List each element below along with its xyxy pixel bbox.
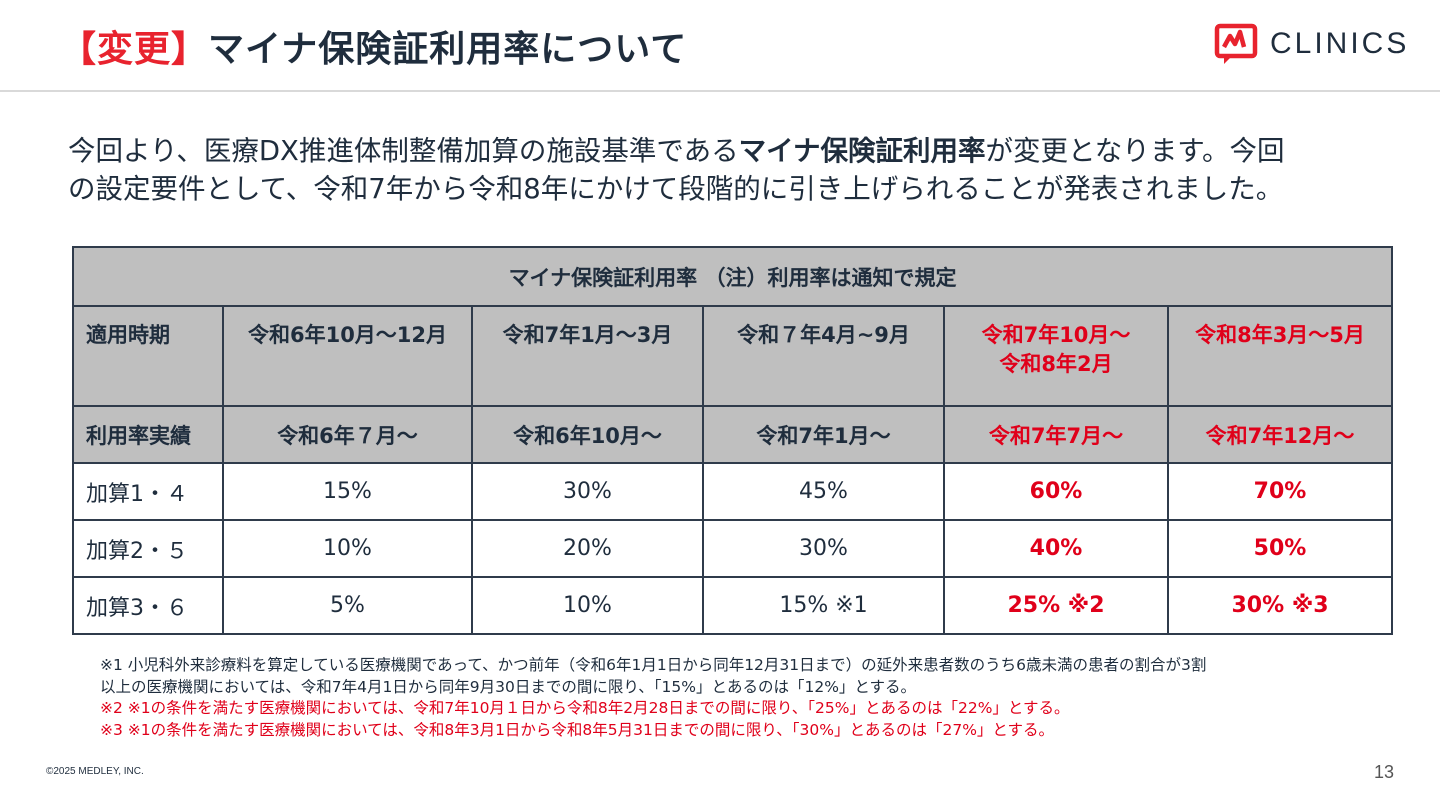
rate-cell: 20% <box>471 519 704 578</box>
intro-text-3: の設定要件として、令和7年から令和8年にかけて段階的に引き上げられることが発表さ… <box>68 173 1284 205</box>
table-row: 加算2・５ 10% 20% 30% 40% 50% <box>72 519 1394 578</box>
intro-text-1: 今回より、医療DX推進体制整備加算の施設基準である <box>68 135 739 167</box>
table-caption: マイナ保険証利用率 （注）利用率は通知で規定 <box>71 246 1394 307</box>
rate-cell: 30% <box>471 462 704 521</box>
rate-cell: 45% <box>702 462 945 521</box>
footnote-3: ※3 ※1の条件を満たす医療機関においては、令和8年3月1日から令和8年5月31… <box>100 720 1054 739</box>
results-label: 利用率実績 <box>72 405 224 464</box>
logo-text: CLINICS <box>1270 27 1410 60</box>
intro-text-2: が変更となります。今回 <box>985 135 1285 167</box>
period-line-1: 令和7年10月〜 <box>981 323 1131 347</box>
copyright: ©2025 MEDLEY, INC. <box>46 766 144 777</box>
title-tag: 【変更】 <box>60 29 209 70</box>
title-text: マイナ保険証利用率について <box>208 29 688 70</box>
period-cell: 令和７年4月~9月 <box>702 305 945 407</box>
footnotes: ※1 小児科外来診療料を算定している医療機関であって、かつ前年（令和6年1月1日… <box>100 655 1206 741</box>
period-cell: 令和6年10月〜12月 <box>222 305 473 407</box>
rate-cell: 60% <box>943 462 1169 521</box>
period-label: 適用時期 <box>72 305 224 407</box>
results-cell: 令和7年1月〜 <box>702 405 945 464</box>
rate-cell: 50% <box>1166 519 1394 578</box>
period-cell: 令和7年1月〜3月 <box>471 305 704 407</box>
page-title: 【変更】マイナ保険証利用率について <box>60 20 687 72</box>
intro-bold: マイナ保険証利用率 <box>738 135 986 167</box>
table-row: 適用時期 令和6年10月〜12月 令和7年1月〜3月 令和７年4月~9月 令和7… <box>72 305 1394 407</box>
page-number: 13 <box>1374 762 1395 782</box>
clinics-logo: CLINICS <box>1214 22 1409 66</box>
results-cell: 令和6年10月〜 <box>471 405 704 464</box>
rate-cell: 15% <box>222 462 473 521</box>
results-cell: 令和7年7月〜 <box>943 405 1169 464</box>
footnote-1-line-1: ※1 小児科外来診療料を算定している医療機関であって、かつ前年（令和6年1月1日… <box>100 656 1207 674</box>
results-cell: 令和6年７月〜 <box>222 405 473 464</box>
table-row: 加算1・４ 15% 30% 45% 60% 70% <box>72 462 1394 521</box>
slide-header: 【変更】マイナ保険証利用率について CLINICS <box>0 0 1440 92</box>
rate-cell: 10% <box>222 519 473 578</box>
rate-cell: 15% ※1 <box>702 576 945 635</box>
period-cell: 令和8年3月〜5月 <box>1166 305 1394 407</box>
rate-cell: 25% ※2 <box>943 576 1169 635</box>
footnote-1-line-2: 以上の医療機関においては、令和7年4月1日から同年9月30日までの間に限り、「1… <box>100 677 916 696</box>
clinics-logo-icon <box>1214 23 1258 64</box>
rate-cell: 40% <box>943 519 1169 578</box>
rate-cell: 30% ※3 <box>1166 576 1394 635</box>
rate-cell: 10% <box>471 576 704 635</box>
results-cell: 令和7年12月〜 <box>1166 405 1394 464</box>
table-row: 加算3・６ 5% 10% 15% ※1 25% ※2 30% ※3 <box>72 576 1394 635</box>
period-line-2: 令和8年2月 <box>999 352 1113 376</box>
row-label: 加算3・６ <box>72 576 224 635</box>
period-cell: 令和7年10月〜 令和8年2月 <box>943 305 1169 407</box>
table-row: 利用率実績 令和6年７月〜 令和6年10月〜 令和7年1月〜 令和7年7月〜 令… <box>72 405 1394 464</box>
rate-cell: 70% <box>1166 462 1394 521</box>
rate-cell: 30% <box>702 519 945 578</box>
utilization-rate-table: マイナ保険証利用率 （注）利用率は通知で規定 適用時期 令和6年10月〜12月 … <box>71 246 1394 635</box>
row-label: 加算2・５ <box>72 519 224 578</box>
footnote-2: ※2 ※1の条件を満たす医療機関においては、令和7年10月１日から令和8年2月2… <box>100 699 1070 717</box>
intro-paragraph: 今回より、医療DX推進体制整備加算の施設基準であるマイナ保険証利用率が変更となり… <box>68 132 1398 208</box>
rate-cell: 5% <box>222 576 473 635</box>
row-label: 加算1・４ <box>72 462 224 521</box>
